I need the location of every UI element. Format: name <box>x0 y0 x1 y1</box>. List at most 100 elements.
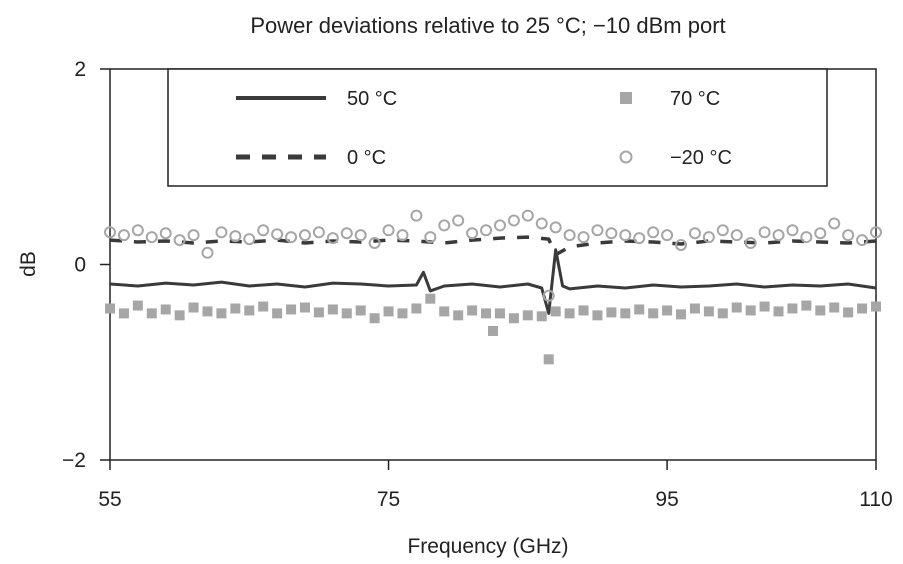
data-point-circle <box>744 236 757 249</box>
data-point-circle <box>271 228 284 241</box>
data-point-circle <box>633 232 646 245</box>
data-point-square <box>286 304 297 315</box>
data-point-circle <box>577 231 590 244</box>
data-point-circle <box>410 209 423 222</box>
data-point-circle <box>535 217 548 230</box>
data-point-circle <box>201 246 214 259</box>
data-point-circle <box>688 227 701 240</box>
data-point-circle <box>257 224 270 237</box>
data-point-square <box>717 308 728 319</box>
data-point-circle <box>131 224 144 237</box>
data-point-square <box>132 300 143 311</box>
chart-title: Power deviations relative to 25 °C; −10 … <box>250 13 725 38</box>
data-point-circle <box>758 226 771 239</box>
data-point-square <box>299 302 310 313</box>
data-point-square <box>829 302 840 313</box>
data-point-circle <box>675 238 688 251</box>
data-point-circle <box>605 227 618 240</box>
data-point-square <box>815 305 826 316</box>
x-tick-label: 75 <box>377 488 400 511</box>
legend-swatch-square <box>620 92 632 104</box>
data-point-square <box>369 313 380 324</box>
data-point-circle <box>647 226 660 239</box>
data-point-circle <box>828 217 841 230</box>
data-point-circle <box>173 234 186 247</box>
x-tick-label: 55 <box>98 488 121 511</box>
legend-item: 0 °C <box>236 147 386 169</box>
data-point-circle <box>870 226 882 239</box>
data-point-square <box>118 308 129 319</box>
x-tick-label: 95 <box>655 488 678 511</box>
data-point-square <box>383 306 394 317</box>
data-point-circle <box>368 236 381 249</box>
data-point-circle <box>104 226 116 239</box>
data-point-square <box>188 302 199 313</box>
legend-label: 0 °C <box>347 147 386 169</box>
data-point-circle <box>800 231 813 244</box>
data-point-square <box>397 308 408 319</box>
data-point-square <box>620 308 631 319</box>
legend-item: 70 °C <box>620 88 720 110</box>
data-point-circle <box>424 231 437 244</box>
data-point-circle <box>187 229 200 242</box>
x-tick-label: 110 <box>859 488 892 511</box>
data-point-circle <box>340 227 353 240</box>
data-point-circle <box>814 227 827 240</box>
data-point-square <box>174 310 185 321</box>
data-point-square <box>202 306 213 317</box>
data-point-square <box>411 303 422 314</box>
data-point-circle <box>452 214 465 227</box>
data-point-circle <box>542 289 555 302</box>
data-point-circle <box>661 229 674 242</box>
data-point-square <box>745 305 756 316</box>
data-point-square <box>355 305 366 316</box>
series-4 <box>104 209 882 302</box>
data-point-square <box>564 308 575 319</box>
data-point-square <box>536 311 547 322</box>
data-point-circle <box>507 214 520 227</box>
data-point-circle <box>298 229 311 242</box>
data-point-square <box>592 310 603 321</box>
data-point-square <box>731 302 742 313</box>
data-point-square <box>488 325 498 336</box>
series-1 <box>109 248 877 315</box>
data-point-square <box>272 308 283 319</box>
data-point-circle <box>786 224 799 237</box>
series-2 <box>109 235 877 257</box>
y-tick-label: 0 <box>74 254 86 277</box>
data-point-square <box>801 300 812 311</box>
data-point-square <box>105 303 115 314</box>
data-point-square <box>230 303 241 314</box>
data-point-circle <box>772 229 785 242</box>
data-point-circle <box>480 224 493 237</box>
data-point-circle <box>591 224 604 237</box>
legend-label: −20 °C <box>670 147 732 169</box>
data-point-square <box>543 354 554 365</box>
y-tick-label: 2 <box>74 58 86 81</box>
data-point-square <box>662 305 673 316</box>
data-point-circle <box>702 231 715 244</box>
data-point-square <box>578 305 589 316</box>
series-line <box>109 235 877 257</box>
data-point-square <box>439 306 450 317</box>
data-point-square <box>871 301 881 312</box>
data-point-square <box>508 313 519 324</box>
data-point-circle <box>396 229 409 242</box>
legend-box <box>167 68 828 187</box>
data-point-square <box>648 308 659 319</box>
data-point-square <box>425 293 436 304</box>
data-point-square <box>773 306 784 317</box>
data-point-square <box>857 303 868 314</box>
data-point-square <box>258 301 269 312</box>
data-point-circle <box>466 227 479 240</box>
series-line <box>109 248 877 315</box>
data-point-circle <box>354 229 367 242</box>
data-point-circle <box>326 232 339 245</box>
series-3 <box>105 293 881 365</box>
data-point-square <box>313 307 324 318</box>
data-point-circle <box>563 229 576 242</box>
data-point-circle <box>215 226 228 239</box>
data-point-circle <box>493 219 506 232</box>
